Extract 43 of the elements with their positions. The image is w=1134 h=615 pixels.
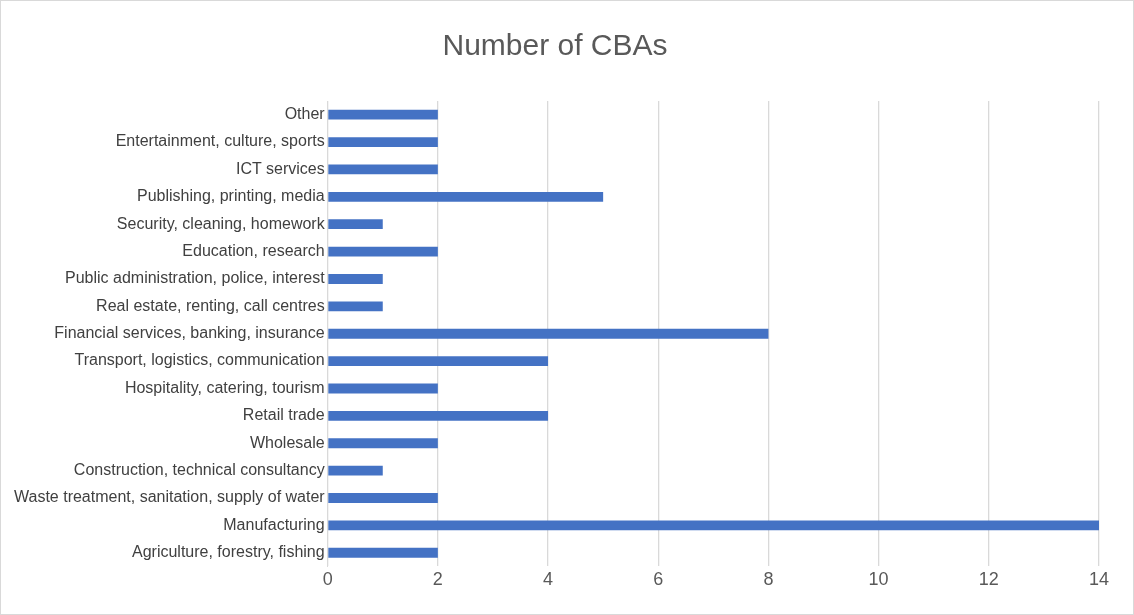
y-tick-label: Manufacturing xyxy=(223,515,325,533)
y-tick-label: Other xyxy=(284,105,326,123)
y-tick-label: Waste treatment, sanitation, supply of water xyxy=(13,488,326,506)
y-tick-label: Security, cleaning, homework xyxy=(116,214,326,232)
bar xyxy=(328,465,383,476)
bar xyxy=(328,164,438,175)
bar xyxy=(328,438,438,449)
bar xyxy=(328,493,438,503)
x-tick-label: 2 xyxy=(432,569,443,590)
bar xyxy=(328,301,383,312)
chart-title: Number of CBAs xyxy=(442,28,668,62)
x-tick-label: 6 xyxy=(653,569,664,590)
bar xyxy=(328,246,438,257)
y-tick-label: Education, research xyxy=(182,241,325,259)
y-tick-label: Hospitality, catering, tourism xyxy=(124,378,325,396)
bar xyxy=(328,109,438,120)
bar xyxy=(328,547,438,558)
y-tick-label: Real estate, renting, call centres xyxy=(96,296,325,314)
y-tick-label: ICT services xyxy=(236,159,325,177)
bar xyxy=(328,520,1099,531)
x-tick-label: 0 xyxy=(322,569,333,590)
y-tick-label: Public administration, police, interest xyxy=(64,269,326,287)
y-tick-label: Retail trade xyxy=(242,406,325,424)
x-tick-label: 4 xyxy=(543,569,554,590)
y-tick-label: Agriculture, forestry, fishing xyxy=(131,543,325,561)
bar xyxy=(328,410,549,421)
y-tick-label: Entertainment, culture, sports xyxy=(115,132,325,150)
bar xyxy=(328,274,383,284)
x-tick-label: 14 xyxy=(1088,569,1110,590)
bar xyxy=(328,356,549,366)
y-tick-label: Publishing, printing, media xyxy=(136,187,325,205)
x-tick-label: 8 xyxy=(763,569,774,590)
bar xyxy=(328,383,438,394)
x-tick-label: 10 xyxy=(868,569,889,590)
x-tick-label: 12 xyxy=(978,569,999,590)
y-tick-label: Construction, technical consultancy xyxy=(73,460,325,478)
y-tick-label: Financial services, banking, insurance xyxy=(54,324,325,342)
bar xyxy=(328,219,383,230)
bar xyxy=(328,328,769,339)
bar xyxy=(328,137,438,147)
bar xyxy=(328,191,604,202)
y-tick-label: Transport, logistics, communication xyxy=(74,351,325,369)
y-tick-label: Wholesale xyxy=(249,433,325,451)
